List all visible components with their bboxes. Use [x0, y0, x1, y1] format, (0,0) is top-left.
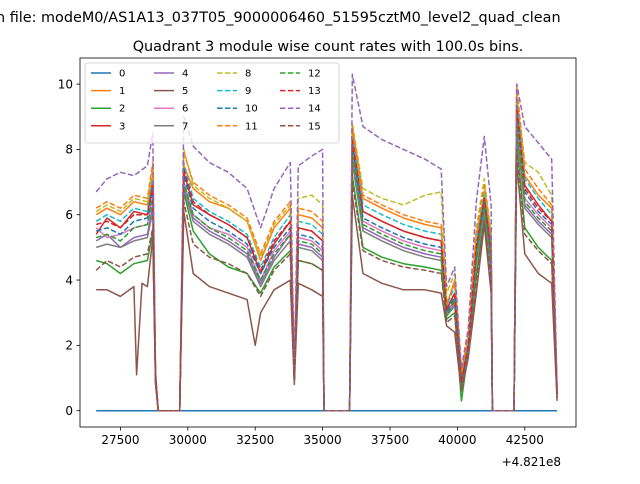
x-tick-label: 32500: [236, 433, 274, 447]
y-tick-label: 4: [65, 273, 73, 287]
y-tick-label: 10: [58, 77, 73, 91]
series-layer: [95, 73, 558, 412]
y-tick-label: 8: [65, 143, 73, 157]
legend-label: 11: [245, 121, 258, 132]
legend-label: 3: [119, 121, 125, 132]
legend-item-8: 8: [217, 69, 251, 80]
figure-suptitle: n file: modeM0/AS1A13_037T05_9000006460_…: [0, 10, 561, 26]
y-tick-label: 6: [65, 208, 73, 222]
legend-item-10: 10: [217, 104, 258, 115]
legend-label: 12: [308, 69, 321, 80]
legend-item-15: 15: [280, 121, 321, 132]
legend-label: 4: [182, 69, 188, 80]
x-tick-label: 30000: [169, 433, 207, 447]
chart-title: Quadrant 3 module wise count rates with …: [133, 39, 524, 55]
axes-frame: [79, 57, 577, 428]
x-tick-label: 27500: [101, 433, 139, 447]
y-tick-label: 0: [65, 404, 73, 418]
legend-label: 9: [245, 86, 251, 97]
legend-item-6: 6: [154, 104, 188, 115]
legend-label: 15: [308, 121, 321, 132]
x-tick-label: 40000: [438, 433, 476, 447]
legend-item-2: 2: [91, 104, 125, 115]
legend-box: [84, 62, 340, 144]
legend-item-9: 9: [217, 86, 251, 97]
legend-label: 1: [119, 86, 125, 97]
legend-label: 6: [182, 104, 188, 115]
series-line-15: [95, 148, 558, 412]
legend-item-13: 13: [280, 86, 321, 97]
legend-item-14: 14: [280, 104, 321, 115]
x-tick-label: 37500: [371, 433, 409, 447]
x-axis-offset-text: +4.821e8: [502, 455, 561, 469]
legend-item-1: 1: [91, 86, 125, 97]
legend-label: 10: [245, 104, 258, 115]
legend-label: 14: [308, 104, 321, 115]
x-tick-label: 35000: [304, 433, 342, 447]
legend-label: 5: [182, 86, 188, 97]
legend-label: 0: [119, 69, 125, 80]
y-tick-label: 2: [65, 339, 73, 353]
legend-label: 8: [245, 69, 251, 80]
legend-item-0: 0: [91, 69, 125, 80]
legend-label: 2: [119, 104, 125, 115]
legend-item-11: 11: [217, 121, 258, 132]
legend-item-12: 12: [280, 69, 321, 80]
legend-label: 7: [182, 121, 188, 132]
legend-item-4: 4: [154, 69, 188, 80]
axes: 27500 30000 32500 35000 37500 40000 42500 0 2 4 6 8…: [58, 57, 577, 447]
legend-item-7: 7: [154, 121, 188, 132]
legend-item-5: 5: [154, 86, 188, 97]
legend-label: 13: [308, 86, 321, 97]
x-tick-label: 42500: [506, 433, 544, 447]
legend-item-3: 3: [91, 121, 125, 132]
